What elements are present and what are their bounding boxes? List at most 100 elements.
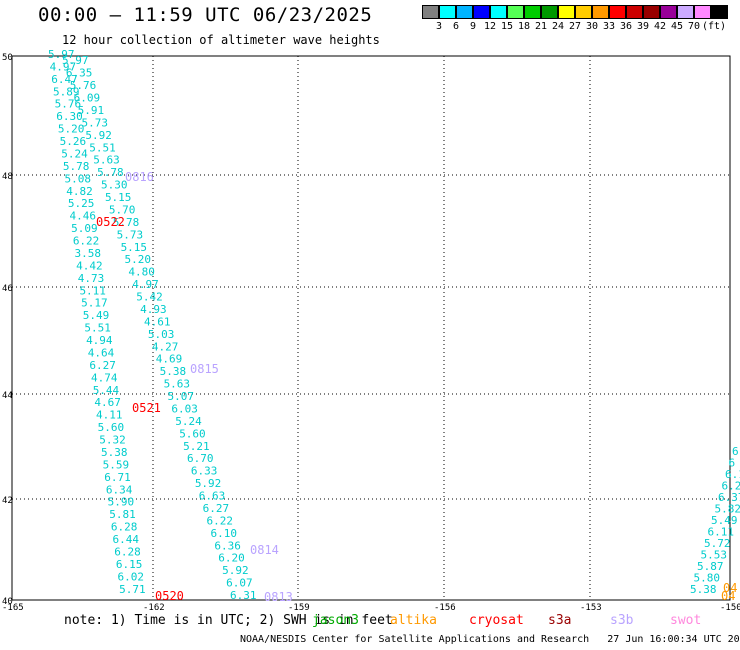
wave-height-value: 4.27 bbox=[152, 340, 179, 353]
legend-tick-label: 27 bbox=[568, 21, 582, 32]
legend-swatch bbox=[694, 5, 711, 19]
wave-height-value: 6.31 bbox=[230, 589, 257, 602]
wave-height-value: 6.02 bbox=[118, 570, 145, 583]
wave-height-value: 4.73 bbox=[78, 272, 105, 285]
lat-label: 48 bbox=[2, 172, 13, 182]
wave-height-value: 6.35 bbox=[66, 67, 93, 80]
wave-height-value: 6.71 bbox=[104, 471, 131, 484]
wave-height-value: 5.87 bbox=[697, 560, 724, 573]
wave-height-value: 5.21 bbox=[183, 440, 210, 453]
wave-height-value: 6.28 bbox=[111, 521, 137, 534]
legend-swatch bbox=[677, 5, 694, 19]
legend-tick-label: 33 bbox=[602, 21, 616, 32]
mission-label: jason3 bbox=[312, 613, 359, 628]
legend-swatch bbox=[456, 5, 473, 19]
wave-height-value: 5.63 bbox=[93, 154, 120, 167]
wave-height-value: 5.30 bbox=[101, 179, 128, 192]
wave-height-value: 6.1 bbox=[725, 468, 740, 481]
legend-tick-label: 15 bbox=[500, 21, 514, 32]
wave-height-value: 5.38 bbox=[160, 365, 187, 378]
wave-height-value: 5.24 bbox=[175, 415, 202, 428]
mission-label: altika bbox=[390, 613, 437, 628]
wave-height-value: 5.82 bbox=[715, 503, 740, 516]
wave-height-value: 6 bbox=[732, 445, 739, 458]
mission-label: s3b bbox=[610, 613, 634, 628]
wave-height-value: 5.60 bbox=[179, 427, 206, 440]
lat-label: 46 bbox=[2, 284, 13, 294]
wave-height-value: 5.20 bbox=[124, 253, 151, 266]
wave-height-value: 5.51 bbox=[84, 322, 111, 335]
wave-height-value: 5.78 bbox=[97, 166, 124, 179]
legend-tick-label: 3 bbox=[435, 21, 443, 32]
lon-label: -150 bbox=[720, 603, 740, 613]
wave-height-value: 4.74 bbox=[91, 371, 118, 384]
wave-height-value: 5.92 bbox=[222, 564, 249, 577]
wave-height-value: 4.82 bbox=[66, 185, 93, 198]
legend-tick-label: 21 bbox=[534, 21, 548, 32]
wave-height-value: 6.09 bbox=[74, 92, 101, 105]
legend-swatch bbox=[541, 5, 558, 19]
footer-credit: NOAA/NESDIS Center for Satellite Applica… bbox=[240, 634, 740, 645]
wave-height-value: 5.53 bbox=[701, 549, 728, 562]
legend-tick-label: 70 bbox=[687, 21, 701, 32]
page-title: 00:00 — 11:59 UTC 06/23/2025 bbox=[38, 4, 373, 26]
wave-height-value: 5.49 bbox=[711, 514, 738, 527]
wave-height-value: 5.26 bbox=[60, 135, 87, 148]
wave-height-value: 3.58 bbox=[74, 247, 101, 260]
wave-height-value: 6.47 bbox=[51, 73, 78, 86]
wave-height-value: 5.42 bbox=[136, 291, 163, 304]
wave-height-value: 5.11 bbox=[79, 284, 106, 297]
legend-swatch bbox=[439, 5, 456, 19]
wave-height-value: 5.97 bbox=[48, 48, 75, 61]
pass-time-label: 0522 bbox=[96, 215, 125, 229]
footer-note: note: 1) Time is in UTC; 2) SWH is in fe… bbox=[64, 613, 393, 628]
pass-time-label: 04 bbox=[721, 589, 735, 603]
legend-swatch bbox=[575, 5, 592, 19]
pass-time-label: 0815 bbox=[190, 362, 219, 376]
wave-height-value: 6.22 bbox=[207, 514, 234, 527]
wave-height-value: 6.07 bbox=[226, 577, 253, 590]
wave-height-value: 5.44 bbox=[93, 384, 120, 397]
pass-time-label: 0521 bbox=[132, 401, 161, 415]
wave-height-value: 5.76 bbox=[70, 79, 97, 92]
wave-height-value: 5.70 bbox=[109, 203, 136, 216]
wave-height-value: 5.92 bbox=[85, 129, 112, 142]
wave-height-value: 4.94 bbox=[86, 334, 113, 347]
legend-tick-label: 30 bbox=[585, 21, 599, 32]
legend-tick-label: 18 bbox=[517, 21, 531, 32]
wave-height-value: 4.42 bbox=[76, 259, 103, 272]
wave-height-value: 5.73 bbox=[117, 228, 143, 241]
legend-tick-label: 6 bbox=[452, 21, 460, 32]
legend-swatch bbox=[626, 5, 643, 19]
wave-height-value: 4.80 bbox=[128, 266, 155, 279]
mission-label: s3a bbox=[548, 613, 572, 628]
wave-height-value: 5.92 bbox=[195, 477, 222, 490]
wave-height-value: 5.32 bbox=[99, 434, 126, 447]
legend-swatch bbox=[711, 5, 728, 19]
lat-label: 50 bbox=[2, 53, 13, 63]
legend-swatch bbox=[609, 5, 626, 19]
mission-label: cryosat bbox=[469, 613, 524, 628]
wave-height-value: 5.09 bbox=[71, 222, 98, 235]
legend-swatch bbox=[507, 5, 524, 19]
wave-height-value: 5.76 bbox=[55, 98, 82, 111]
wave-height-value: 6.10 bbox=[210, 527, 237, 540]
lat-label: 44 bbox=[2, 391, 13, 401]
legend-swatch bbox=[558, 5, 575, 19]
wave-height-value: 4.46 bbox=[70, 210, 97, 223]
legend-tick-label: 12 bbox=[483, 21, 497, 32]
wave-height-value: 6.03 bbox=[171, 402, 198, 415]
wave-height-value: 5.51 bbox=[89, 141, 116, 154]
lat-label: 42 bbox=[2, 496, 13, 506]
lon-label: -162 bbox=[143, 603, 165, 613]
wave-height-value: 6.27 bbox=[203, 502, 230, 515]
legend-tick-label: 36 bbox=[619, 21, 633, 32]
wave-height-value: 5.72 bbox=[704, 537, 731, 550]
wave-height-value: 5.97 bbox=[62, 54, 89, 67]
wave-height-value: 5.15 bbox=[105, 191, 132, 204]
wave-height-value: 4.67 bbox=[94, 396, 121, 409]
wave-height-value: 6.37 bbox=[718, 491, 740, 504]
pass-time-label: 04 bbox=[723, 581, 737, 595]
